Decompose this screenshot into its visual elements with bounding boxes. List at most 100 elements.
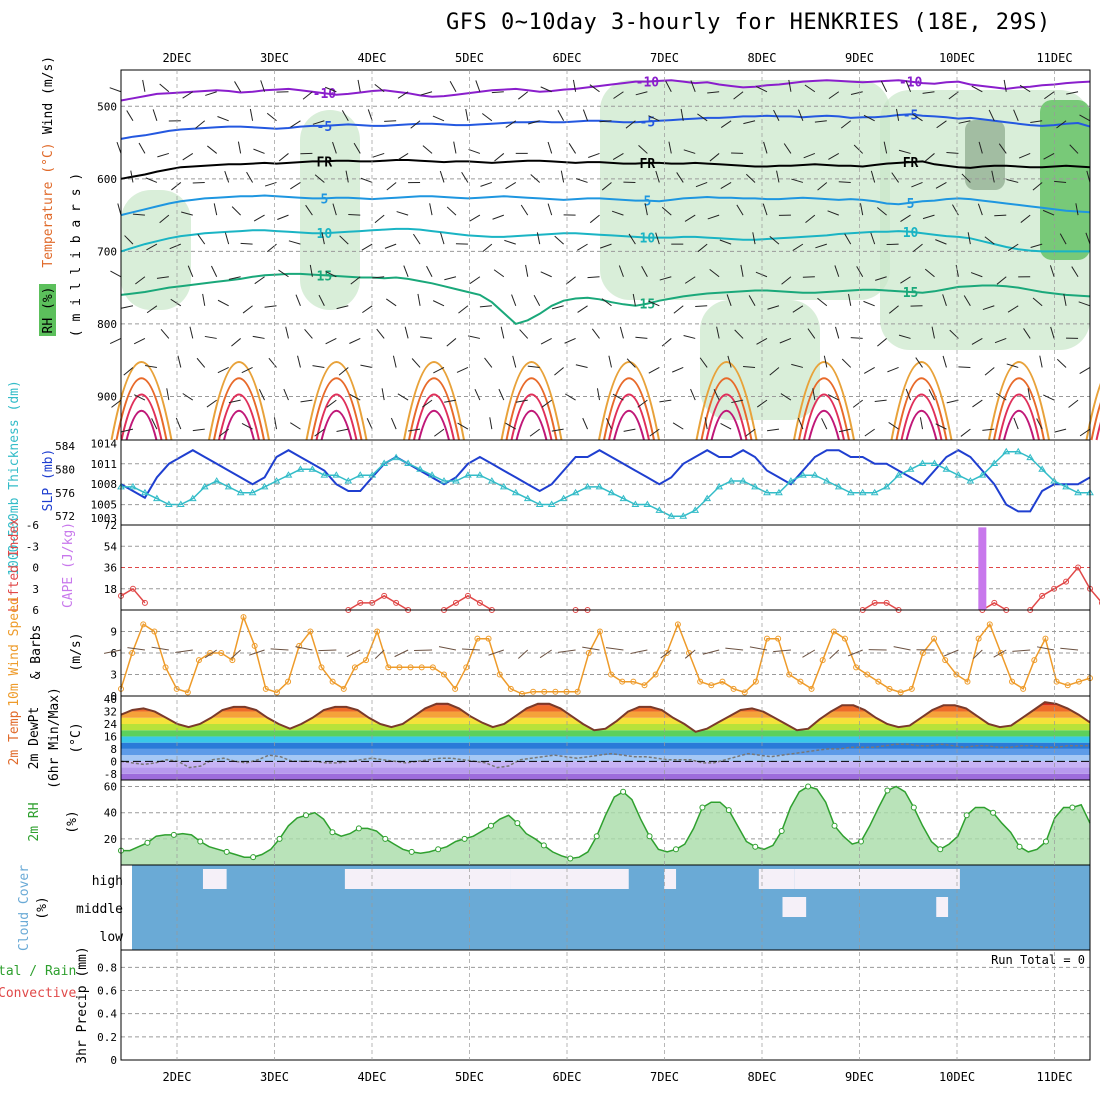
lifted-index-marker	[452, 599, 459, 606]
wind-barb	[887, 366, 899, 373]
wind-barb	[241, 423, 253, 430]
wind-barb	[608, 355, 612, 368]
wind-barb	[519, 329, 529, 339]
wind-barb	[557, 109, 565, 122]
wind-barb	[618, 265, 624, 277]
lifted-index-marker	[476, 599, 483, 606]
thickness-marker	[452, 477, 460, 484]
thickness-marker	[763, 488, 771, 496]
heating-contour	[500, 361, 563, 441]
wind-barb	[977, 203, 983, 216]
rh-marker	[620, 788, 627, 795]
thickness-marker	[392, 453, 401, 461]
wind-barb	[554, 235, 564, 245]
temp-band	[121, 736, 1090, 743]
wind-speed-marker	[151, 628, 158, 635]
wind-speed-marker	[574, 688, 581, 695]
heating-contour	[613, 409, 645, 441]
cloud-level-label: high	[92, 874, 123, 889]
wind-barb-10m	[151, 646, 169, 651]
thickness-marker	[703, 494, 712, 502]
wind-barb	[697, 243, 708, 253]
wind-speed-marker	[919, 650, 926, 656]
thickness-marker	[906, 465, 915, 472]
wind-barb	[568, 143, 577, 154]
wind-speed-marker	[864, 671, 871, 678]
wind-speed-marker	[786, 671, 793, 678]
wind-barb	[1068, 399, 1079, 408]
wind-barb	[707, 214, 720, 220]
wind-barb	[726, 294, 732, 306]
wind-barb	[123, 367, 134, 376]
wind-barb	[469, 214, 481, 222]
wind-barb	[935, 423, 947, 430]
wind-barb	[411, 358, 421, 368]
heating-contour	[993, 377, 1045, 441]
rh-marker	[276, 835, 283, 842]
wind-speed-marker	[452, 685, 459, 692]
wind-barb	[295, 294, 301, 306]
wind-barb	[649, 428, 660, 437]
wind-barb	[1043, 152, 1055, 160]
wind-barb	[1018, 152, 1031, 159]
wind-barb	[175, 417, 182, 430]
wind-barb-10m	[394, 649, 409, 658]
wind-barb	[564, 337, 576, 344]
cape-tick: 54	[104, 540, 118, 553]
wind-speed-marker	[897, 689, 904, 696]
upper-temp-label: Temperature (°C)	[41, 142, 56, 267]
wind-barb	[982, 428, 995, 431]
wind-barb	[619, 326, 624, 339]
isotherm--10	[120, 79, 1091, 102]
wind-barb	[253, 148, 265, 154]
day-label-bottom: 6DEC	[553, 1070, 582, 1084]
wind-barb	[628, 233, 636, 245]
heating-contour	[998, 393, 1040, 441]
temp-line	[120, 701, 1091, 733]
wind-barb	[1030, 120, 1043, 124]
rh-tick: 40	[104, 807, 117, 820]
wind-barb-10m	[346, 649, 361, 658]
wind-barb	[304, 329, 313, 339]
lifted-index-marker	[1098, 600, 1100, 606]
pressure-tick: 700	[97, 245, 117, 258]
wind-barb	[898, 149, 911, 154]
wind-barb	[922, 91, 935, 94]
wind-barb	[397, 393, 409, 401]
wind-barb	[803, 152, 816, 159]
wind-barb	[533, 294, 541, 307]
wind-barb	[596, 388, 601, 401]
wind-barb-10m	[295, 646, 313, 651]
chart-title: GFS 0~10day 3-hourly for HENKRIES (18E, …	[446, 10, 1051, 35]
heating-contour	[505, 377, 558, 441]
wind-barb	[625, 120, 636, 129]
heating-contour	[598, 361, 660, 441]
wind-barb	[273, 417, 278, 430]
day-label-top: 11DEC	[1036, 51, 1072, 65]
wind-barb	[453, 141, 457, 154]
wind-barb	[874, 399, 887, 403]
thickness-marker	[571, 488, 580, 496]
wind-barb	[156, 276, 169, 279]
wind-barb	[182, 91, 194, 99]
rh-unit-label: (%)	[65, 810, 80, 833]
wind-barb	[246, 171, 254, 183]
wind-barb	[504, 239, 516, 245]
wind-barbs-label: & Barbs	[29, 625, 44, 680]
thickness-marker	[476, 471, 484, 478]
wind-speed-marker	[485, 635, 492, 642]
wind-speed-marker	[953, 671, 960, 678]
wind-barb	[900, 276, 911, 284]
wind-barb	[332, 203, 337, 216]
thickness-marker	[141, 488, 149, 496]
lifted-index-line	[862, 602, 899, 611]
wind-barb	[461, 171, 469, 183]
heating-contour	[413, 393, 455, 441]
wind-barb	[668, 141, 672, 154]
wind-barb	[260, 80, 266, 92]
wind-barb-10m	[204, 649, 217, 659]
temp-unit-label: (°C)	[69, 722, 84, 753]
lifted-index-line	[443, 594, 493, 611]
wind-barb	[520, 204, 529, 216]
cloud-level-label: middle	[76, 902, 123, 917]
